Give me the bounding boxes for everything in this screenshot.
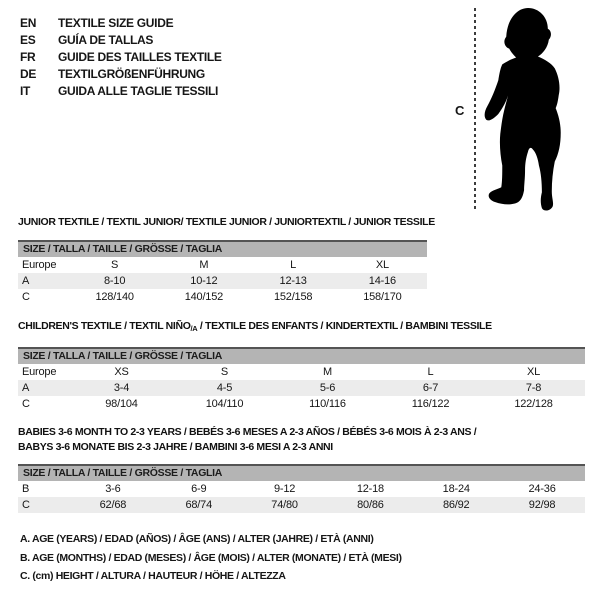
row-cell: 122/128: [514, 398, 553, 410]
row-cell: 5-6: [319, 382, 336, 394]
measure-dashed-line: [474, 8, 476, 211]
row-label: C: [22, 291, 30, 303]
language-row-de: DE TEXTILGRÖßENFÜHRUNG: [20, 66, 222, 83]
row-cell: S: [220, 366, 229, 378]
table-row-europe: Europe XS S M L XL: [18, 364, 585, 380]
row-cell: 62/68: [99, 499, 127, 511]
baby-silhouette-icon: [484, 7, 561, 211]
row-cell: XL: [375, 259, 389, 271]
size-table-children: CHILDREN'S TEXTILE / TEXTIL NIÑO/A / TEX…: [18, 319, 585, 412]
language-code: EN: [20, 16, 37, 30]
language-code: ES: [20, 33, 36, 47]
language-code: IT: [20, 84, 31, 98]
language-row-it: IT GUIDA ALLE TAGLIE TESSILI: [20, 83, 222, 100]
row-cell: 8-10: [104, 275, 126, 287]
row-label: C: [22, 398, 30, 410]
table-title: CHILDREN'S TEXTILE / TEXTIL NIÑO/A / TEX…: [18, 320, 492, 333]
row-cell: 116/122: [411, 398, 450, 410]
row-label: C: [22, 499, 30, 511]
table-title: JUNIOR TEXTILE / TEXTIL JUNIOR/ TEXTILE …: [18, 216, 435, 228]
row-label: A: [22, 382, 30, 394]
row-cell: XL: [526, 366, 541, 378]
language-row-en: EN TEXTILE SIZE GUIDE: [20, 15, 222, 32]
row-cell: 3-4: [113, 382, 130, 394]
row-cell: 12-13: [279, 275, 307, 287]
row-cell: 92/98: [528, 499, 556, 511]
row-cell: 74/80: [271, 499, 298, 511]
legend-line-a: A. AGE (YEARS) / EDAD (AÑOS) / ÂGE (ANS)…: [20, 533, 374, 545]
table-row-c: C 98/104 104/110 110/116 116/122 122/128: [18, 396, 585, 412]
table-size-header: SIZE / TALLA / TAILLE / GRÖSSE / TAGLIA: [18, 240, 427, 257]
table-row-europe: Europe S M L XL: [18, 257, 427, 273]
language-row-es: ES GUÍA DE TALLAS: [20, 32, 222, 49]
row-cell: 140/152: [184, 291, 224, 303]
row-cell: 7-8: [525, 382, 542, 394]
row-label: A: [22, 275, 30, 287]
language-label: GUIDA ALLE TAGLIE TESSILI: [58, 84, 219, 98]
table-row-c: C 62/68 68/74 74/80 80/86 86/92 92/98: [18, 497, 585, 513]
row-cell: 12-18: [356, 483, 384, 495]
row-cell: 104/110: [205, 398, 244, 410]
row-cell: 80/86: [357, 499, 384, 511]
table-row-c: C 128/140 140/152 152/158 158/170: [18, 289, 427, 305]
measure-legend: A. AGE (YEARS) / EDAD (AÑOS) / ÂGE (ANS)…: [20, 530, 402, 586]
row-label: Europe: [22, 366, 57, 378]
language-label: TEXTILGRÖßENFÜHRUNG: [58, 67, 205, 81]
language-code: DE: [20, 67, 37, 81]
language-label: GUIDE DES TAILLES TEXTILE: [58, 50, 222, 64]
row-cell: 128/140: [95, 291, 134, 303]
language-title-list: EN TEXTILE SIZE GUIDE ES GUÍA DE TALLAS …: [20, 15, 222, 100]
row-cell: M: [199, 259, 209, 271]
row-cell: M: [323, 366, 332, 378]
table-size-header: SIZE / TALLA / TAILLE / GRÖSSE / TAGLIA: [18, 464, 585, 481]
language-row-fr: FR GUIDE DES TAILLES TEXTILE: [20, 49, 222, 66]
row-cell: L: [427, 366, 434, 378]
row-cell: 9-12: [273, 483, 296, 495]
table-row-a: A 8-10 10-12 12-13 14-16: [18, 273, 427, 289]
row-cell: S: [111, 259, 119, 271]
table-title: BABIES 3-6 MONTH TO 2-3 YEARS / BEBÉS 3-…: [18, 426, 477, 453]
row-cell: 4-5: [216, 382, 233, 394]
height-measure-figure: C: [440, 0, 600, 215]
row-cell: 6-7: [422, 382, 439, 394]
row-cell: 110/116: [309, 398, 346, 410]
table-size-header: SIZE / TALLA / TAILLE / GRÖSSE / TAGLIA: [18, 347, 585, 364]
legend-line-b: B. AGE (MONTHS) / EDAD (MESES) / ÂGE (MO…: [20, 551, 402, 564]
language-label: GUÍA DE TALLAS: [58, 33, 154, 47]
row-cell: L: [290, 259, 297, 271]
row-label: Europe: [22, 259, 57, 271]
language-label: TEXTILE SIZE GUIDE: [58, 16, 174, 30]
row-cell: 24-36: [528, 483, 556, 495]
row-cell: XS: [114, 366, 129, 378]
row-cell: 98/104: [105, 398, 138, 410]
row-cell: 68/74: [185, 499, 212, 511]
row-cell: 152/158: [273, 291, 313, 303]
size-table-junior: JUNIOR TEXTILE / TEXTIL JUNIOR/ TEXTILE …: [18, 215, 435, 305]
row-cell: 3-6: [105, 483, 121, 495]
row-label: B: [22, 483, 30, 495]
size-table-babies: BABIES 3-6 MONTH TO 2-3 YEARS / BEBÉS 3-…: [18, 425, 585, 513]
table-row-b: B 3-6 6-9 9-12 12-18 18-24 24-36: [18, 481, 585, 497]
row-cell: 86/92: [442, 499, 470, 511]
legend-line-c: C. (cm) HEIGHT / ALTURA / HAUTEUR / HÖHE…: [20, 570, 286, 582]
row-cell: 18-24: [442, 483, 470, 495]
row-cell: 14-16: [368, 275, 396, 287]
row-cell: 10-12: [190, 275, 218, 287]
table-row-a: A 3-4 4-5 5-6 6-7 7-8: [18, 380, 585, 396]
row-cell: 158/170: [363, 291, 402, 303]
language-code: FR: [20, 50, 36, 64]
measure-label-c: C: [455, 103, 465, 118]
row-cell: 6-9: [191, 483, 207, 495]
